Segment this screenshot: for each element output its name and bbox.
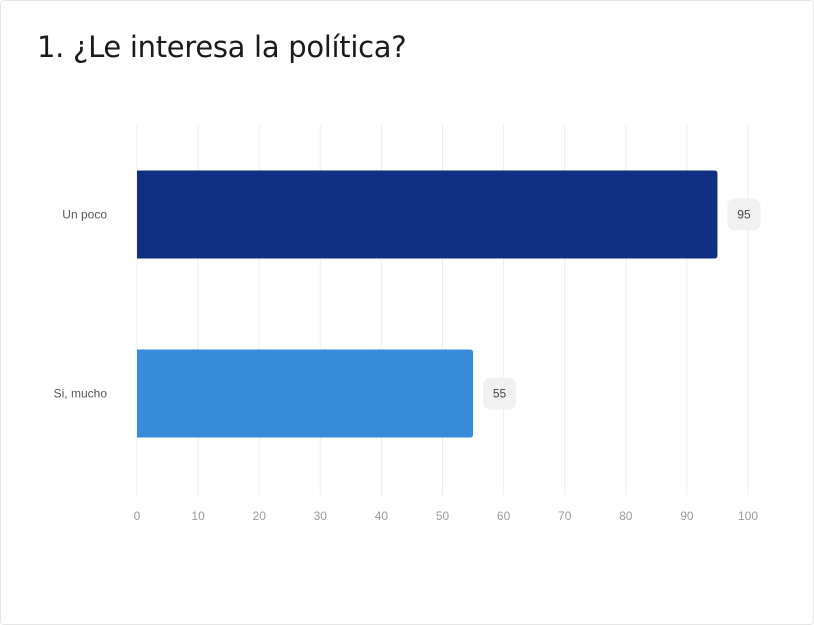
x-tick-label: 30 <box>314 509 328 523</box>
x-tick-label: 60 <box>497 509 511 523</box>
x-tick-label: 10 <box>191 509 205 523</box>
x-tick-label: 50 <box>436 509 450 523</box>
chart-title: 1. ¿Le interesa la política? <box>37 30 407 64</box>
category-label: Un poco <box>62 208 107 222</box>
x-tick-label: 20 <box>253 509 267 523</box>
value-label-pill <box>727 198 761 231</box>
bar <box>137 349 474 438</box>
x-tick-label: 80 <box>619 509 633 523</box>
bar <box>137 170 718 259</box>
x-tick-label: 70 <box>558 509 572 523</box>
category-label: Si, mucho <box>54 387 108 401</box>
value-label: 95 <box>737 208 751 222</box>
value-label-pill <box>483 377 517 410</box>
x-tick-label: 0 <box>134 509 141 523</box>
x-tick-label: 40 <box>375 509 389 523</box>
x-tick-label: 90 <box>680 509 694 523</box>
value-label: 55 <box>493 387 507 401</box>
x-tick-label: 100 <box>738 509 758 523</box>
